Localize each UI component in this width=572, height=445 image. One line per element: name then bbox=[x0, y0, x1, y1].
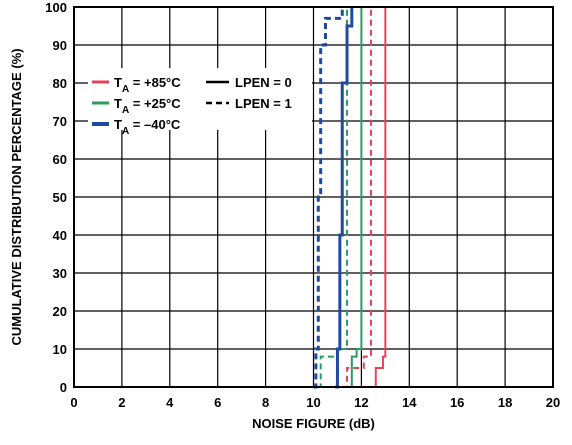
legend-entry-label: TA = –40°C bbox=[114, 117, 181, 137]
series-line bbox=[350, 7, 363, 387]
x-tick-label: 2 bbox=[118, 395, 125, 410]
x-tick-label: 6 bbox=[214, 395, 221, 410]
x-tick-label: 16 bbox=[450, 395, 464, 410]
legend-label-prefix: T bbox=[114, 75, 122, 90]
plot-frame bbox=[73, 6, 554, 388]
grid bbox=[73, 6, 554, 388]
legend-label-subscript: A bbox=[122, 105, 129, 116]
x-tick-label: 8 bbox=[262, 395, 269, 410]
x-tick-label: 0 bbox=[70, 395, 77, 410]
legend-label-subscript: A bbox=[122, 126, 129, 137]
x-tick-label: 4 bbox=[166, 395, 174, 410]
y-tick-label: 60 bbox=[53, 152, 67, 167]
y-tick-label: 0 bbox=[60, 380, 67, 395]
legend-label-prefix: T bbox=[114, 117, 122, 132]
legend-label-suffix: = +85°C bbox=[129, 75, 181, 90]
legend-entry-label: LPEN = 0 bbox=[235, 75, 292, 90]
legend-background bbox=[88, 68, 312, 130]
legend-entry-label: LPEN = 1 bbox=[235, 96, 292, 111]
y-axis-title: CUMULATIVE DISTRIBUTION PERCENTAGE (%) bbox=[9, 48, 24, 345]
x-tick-label: 20 bbox=[546, 395, 560, 410]
series-line bbox=[313, 7, 344, 389]
legend-label-suffix: = –40°C bbox=[129, 117, 181, 132]
y-tick-labels: 0 10 20 30 40 50 60 70 80 90 100 bbox=[45, 0, 67, 395]
x-axis-title: NOISE FIGURE (dB) bbox=[252, 416, 375, 431]
x-tick-label: 18 bbox=[498, 395, 512, 410]
legend-entry-label: TA = +25°C bbox=[114, 96, 181, 116]
legend-label-prefix: T bbox=[114, 96, 122, 111]
y-tick-label: 40 bbox=[53, 228, 67, 243]
legend-entry-label: TA = +85°C bbox=[114, 75, 181, 95]
legend-label-suffix: = +25°C bbox=[129, 96, 181, 111]
y-tick-label: 10 bbox=[53, 342, 67, 357]
x-tick-labels: 0 2 4 6 8 10 12 14 16 18 20 bbox=[70, 395, 560, 410]
y-tick-label: 90 bbox=[53, 38, 67, 53]
y-tick-label: 80 bbox=[53, 76, 67, 91]
y-tick-label: 20 bbox=[53, 304, 67, 319]
x-tick-label: 14 bbox=[402, 395, 417, 410]
x-tick-label: 10 bbox=[306, 395, 320, 410]
legend-label-subscript: A bbox=[122, 84, 129, 95]
x-tick-label: 12 bbox=[354, 395, 368, 410]
series-line bbox=[335, 7, 354, 389]
series-line bbox=[374, 7, 387, 387]
y-tick-label: 50 bbox=[53, 190, 67, 205]
y-tick-label: 70 bbox=[53, 114, 67, 129]
y-tick-label: 100 bbox=[45, 0, 67, 15]
y-tick-label: 30 bbox=[53, 266, 67, 281]
